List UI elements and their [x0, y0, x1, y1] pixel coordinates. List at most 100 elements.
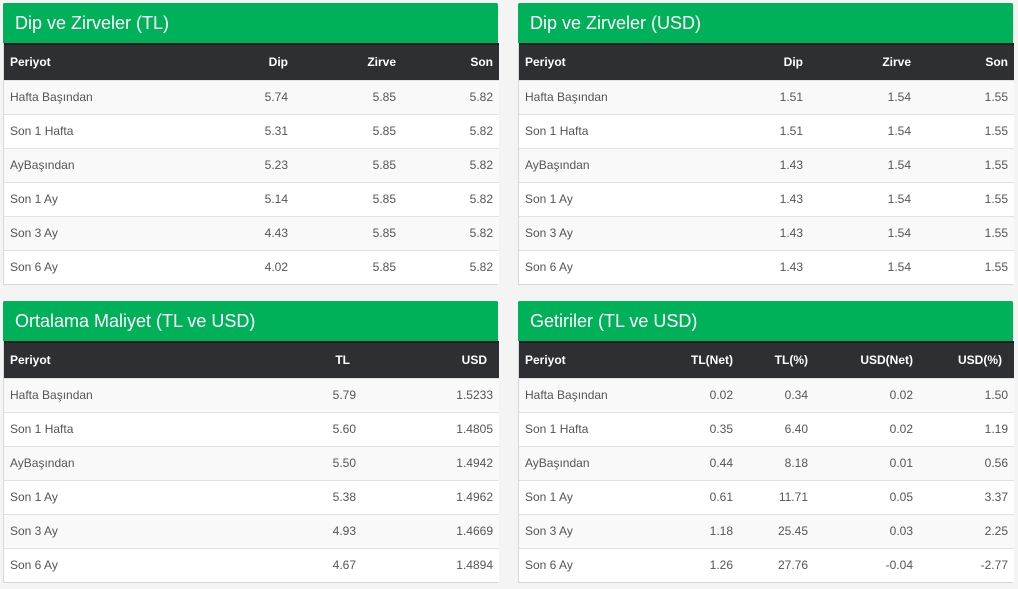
table-row: AyBaşından 0.44 8.18 0.01 0.56: [519, 445, 1014, 480]
table-row: Son 1 Ay 1.43 1.54 1.55: [519, 181, 1014, 216]
period-cell: AyBaşından: [519, 445, 669, 480]
table-row: AyBaşından 5.50 1.4942: [4, 445, 499, 480]
table-row: Hafta Başından 1.51 1.54 1.55: [519, 79, 1014, 114]
column-header-zirve[interactable]: Zirve: [294, 43, 402, 80]
dip-cell: 5.23: [204, 147, 294, 182]
tl-percent-cell: 6.40: [739, 411, 814, 446]
period-cell: Son 3 Ay: [4, 513, 204, 548]
column-header-tl[interactable]: TL: [204, 341, 362, 378]
period-cell: Son 1 Ay: [519, 479, 669, 514]
period-cell: Son 3 Ay: [519, 513, 669, 548]
table-row: AyBaşından 5.23 5.85 5.82: [4, 147, 499, 182]
column-header-dip[interactable]: Dip: [719, 43, 809, 80]
dip-zirve-usd-table: Periyot Dip Zirve Son Hafta Başından 1.51…: [519, 43, 1014, 284]
panel-title: Ortalama Maliyet (TL ve USD): [3, 301, 498, 341]
zirve-cell: 1.54: [809, 147, 917, 182]
son-cell: 5.82: [402, 79, 499, 114]
column-header-son[interactable]: Son: [917, 43, 1014, 80]
tl-cell: 5.79: [204, 377, 362, 412]
period-cell: Son 6 Ay: [519, 547, 669, 582]
column-header-periyot[interactable]: Periyot: [519, 341, 669, 378]
son-cell: 1.55: [917, 249, 1014, 284]
son-cell: 1.55: [917, 147, 1014, 182]
column-header-periyot[interactable]: Periyot: [519, 43, 719, 80]
column-header-periyot[interactable]: Periyot: [4, 43, 204, 80]
period-cell: Son 3 Ay: [4, 215, 204, 250]
column-header-zirve[interactable]: Zirve: [809, 43, 917, 80]
table-row: Son 3 Ay 1.18 25.45 0.03 2.25: [519, 513, 1014, 548]
dip-cell: 4.02: [204, 249, 294, 284]
son-cell: 1.55: [917, 215, 1014, 250]
getiriler-table: Periyot TL(Net) TL(%) USD(Net) USD(%) Ha…: [519, 341, 1014, 582]
table-header-row: Periyot Dip Zirve Son: [4, 43, 499, 80]
table-row: Son 3 Ay 4.43 5.85 5.82: [4, 215, 499, 250]
table-row: Son 6 Ay 4.67 1.4894: [4, 547, 499, 582]
table-row: Son 1 Hafta 5.60 1.4805: [4, 411, 499, 446]
tl-net-cell: 0.44: [669, 445, 739, 480]
table-row: Son 1 Hafta 0.35 6.40 0.02 1.19: [519, 411, 1014, 446]
usd-cell: 1.4962: [362, 479, 499, 514]
table-row: Son 6 Ay 4.02 5.85 5.82: [4, 249, 499, 284]
tl-net-cell: 1.26: [669, 547, 739, 582]
son-cell: 1.55: [917, 181, 1014, 216]
period-cell: Son 1 Hafta: [519, 113, 719, 148]
son-cell: 5.82: [402, 113, 499, 148]
dip-cell: 1.51: [719, 113, 809, 148]
dip-cell: 5.74: [204, 79, 294, 114]
tl-percent-cell: 25.45: [739, 513, 814, 548]
column-header-usd-net[interactable]: USD(Net): [814, 341, 919, 378]
dip-zirve-tl-table: Periyot Dip Zirve Son Hafta Başından 5.74…: [4, 43, 499, 284]
period-cell: AyBaşından: [4, 445, 204, 480]
table-header-row: Periyot TL USD: [4, 341, 499, 378]
panel-dip-zirve-tl: Dip ve Zirveler (TL) Periyot Dip Zirve S…: [3, 3, 499, 285]
son-cell: 5.82: [402, 181, 499, 216]
table-row: Son 1 Ay 5.38 1.4962: [4, 479, 499, 514]
usd-percent-cell: 0.56: [919, 445, 1014, 480]
tl-cell: 5.50: [204, 445, 362, 480]
period-cell: Hafta Başından: [4, 377, 204, 412]
period-cell: Son 6 Ay: [4, 249, 204, 284]
table-row: Hafta Başından 5.74 5.85 5.82: [4, 79, 499, 114]
zirve-cell: 1.54: [809, 79, 917, 114]
period-cell: Hafta Başından: [519, 79, 719, 114]
tl-percent-cell: 0.34: [739, 377, 814, 412]
column-header-tl-percent[interactable]: TL(%): [739, 341, 814, 378]
panel-title: Dip ve Zirveler (USD): [518, 3, 1013, 43]
zirve-cell: 1.54: [809, 215, 917, 250]
tl-cell: 4.93: [204, 513, 362, 548]
zirve-cell: 1.54: [809, 113, 917, 148]
table-row: Hafta Başından 5.79 1.5233: [4, 377, 499, 412]
column-header-dip[interactable]: Dip: [204, 43, 294, 80]
panel-dip-zirve-usd: Dip ve Zirveler (USD) Periyot Dip Zirve …: [518, 3, 1014, 285]
tl-net-cell: 0.61: [669, 479, 739, 514]
table-row: Son 1 Hafta 5.31 5.85 5.82: [4, 113, 499, 148]
dip-cell: 5.31: [204, 113, 294, 148]
column-header-tl-net[interactable]: TL(Net): [669, 341, 739, 378]
son-cell: 5.82: [402, 249, 499, 284]
period-cell: AyBaşından: [4, 147, 204, 182]
tl-net-cell: 1.18: [669, 513, 739, 548]
zirve-cell: 5.85: [294, 181, 402, 216]
dip-cell: 1.43: [719, 215, 809, 250]
panel-title: Dip ve Zirveler (TL): [3, 3, 498, 43]
usd-net-cell: 0.05: [814, 479, 919, 514]
column-header-usd-percent[interactable]: USD(%): [919, 341, 1014, 378]
usd-net-cell: 0.02: [814, 377, 919, 412]
zirve-cell: 5.85: [294, 215, 402, 250]
usd-percent-cell: 3.37: [919, 479, 1014, 514]
table-row: Hafta Başından 0.02 0.34 0.02 1.50: [519, 377, 1014, 412]
usd-net-cell: 0.01: [814, 445, 919, 480]
panel-getiriler: Getiriler (TL ve USD) Periyot TL(Net) TL…: [518, 301, 1014, 583]
column-header-usd[interactable]: USD: [362, 341, 499, 378]
usd-net-cell: 0.03: [814, 513, 919, 548]
table-row: Son 3 Ay 1.43 1.54 1.55: [519, 215, 1014, 250]
period-cell: Son 1 Ay: [4, 479, 204, 514]
panel-title: Getiriler (TL ve USD): [518, 301, 1013, 341]
tl-net-cell: 0.35: [669, 411, 739, 446]
column-header-son[interactable]: Son: [402, 43, 499, 80]
ortalama-maliyet-table: Periyot TL USD Hafta Başından 5.79 1.5233 …: [4, 341, 499, 582]
tl-net-cell: 0.02: [669, 377, 739, 412]
period-cell: Son 6 Ay: [519, 249, 719, 284]
column-header-periyot[interactable]: Periyot: [4, 341, 204, 378]
zirve-cell: 1.54: [809, 249, 917, 284]
